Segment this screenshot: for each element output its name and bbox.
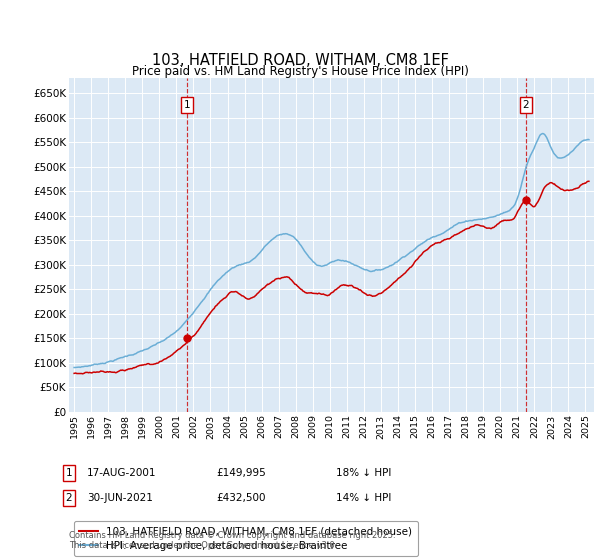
Text: 30-JUN-2021: 30-JUN-2021 bbox=[87, 493, 153, 503]
Text: £432,500: £432,500 bbox=[216, 493, 265, 503]
Text: Price paid vs. HM Land Registry's House Price Index (HPI): Price paid vs. HM Land Registry's House … bbox=[131, 66, 469, 78]
Text: 2: 2 bbox=[523, 100, 529, 110]
Text: 103, HATFIELD ROAD, WITHAM, CM8 1EF: 103, HATFIELD ROAD, WITHAM, CM8 1EF bbox=[152, 53, 448, 68]
Text: 18% ↓ HPI: 18% ↓ HPI bbox=[336, 468, 391, 478]
Text: 14% ↓ HPI: 14% ↓ HPI bbox=[336, 493, 391, 503]
Text: 2: 2 bbox=[65, 493, 73, 503]
Legend: 103, HATFIELD ROAD, WITHAM, CM8 1EF (detached house), HPI: Average price, detach: 103, HATFIELD ROAD, WITHAM, CM8 1EF (det… bbox=[74, 521, 418, 556]
Text: 1: 1 bbox=[65, 468, 73, 478]
Text: 1: 1 bbox=[184, 100, 190, 110]
Text: 17-AUG-2001: 17-AUG-2001 bbox=[87, 468, 157, 478]
Text: £149,995: £149,995 bbox=[216, 468, 266, 478]
Text: Contains HM Land Registry data © Crown copyright and database right 2025.
This d: Contains HM Land Registry data © Crown c… bbox=[69, 530, 395, 550]
